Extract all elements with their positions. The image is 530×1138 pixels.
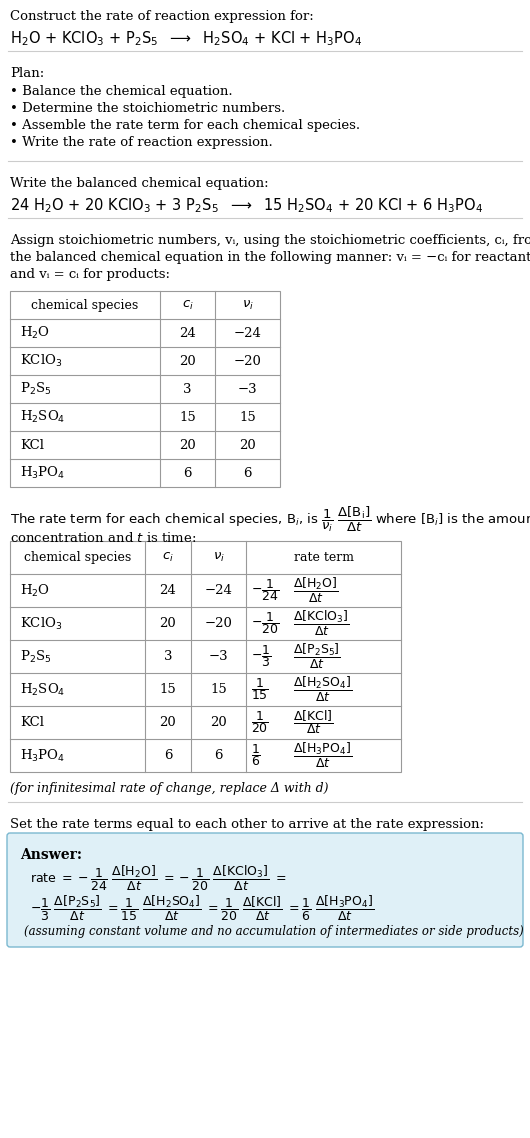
Text: 20: 20 (160, 617, 176, 630)
Text: −3: −3 (237, 382, 257, 396)
Text: $-\dfrac{1}{24}$: $-\dfrac{1}{24}$ (251, 578, 279, 603)
Text: KClO$_3$: KClO$_3$ (20, 616, 63, 632)
Text: 24: 24 (179, 327, 196, 339)
Text: 20: 20 (160, 716, 176, 729)
Text: 6: 6 (164, 749, 172, 762)
Text: Answer:: Answer: (20, 848, 82, 861)
Text: Assign stoichiometric numbers, vᵢ, using the stoichiometric coefficients, cᵢ, fr: Assign stoichiometric numbers, vᵢ, using… (10, 234, 530, 247)
Text: 20: 20 (179, 438, 196, 452)
Text: Construct the rate of reaction expression for:: Construct the rate of reaction expressio… (10, 10, 314, 23)
Text: H$_2$O: H$_2$O (20, 583, 50, 599)
Text: (assuming constant volume and no accumulation of intermediates or side products): (assuming constant volume and no accumul… (24, 925, 524, 939)
Text: the balanced chemical equation in the following manner: vᵢ = −cᵢ for reactants: the balanced chemical equation in the fo… (10, 251, 530, 264)
Text: $\dfrac{1}{15}$: $\dfrac{1}{15}$ (251, 677, 269, 702)
Text: $-\dfrac{1}{3}$ $\dfrac{\Delta[\mathrm{P_2S_5}]}{\Delta t}$ $= \dfrac{1}{15}$ $\: $-\dfrac{1}{3}$ $\dfrac{\Delta[\mathrm{P… (30, 893, 374, 923)
Text: KCl: KCl (20, 438, 44, 452)
Text: $\dfrac{\Delta[\mathrm{H_2SO_4}]}{\Delta t}$: $\dfrac{\Delta[\mathrm{H_2SO_4}]}{\Delta… (293, 675, 352, 704)
Text: H$_3$PO$_4$: H$_3$PO$_4$ (20, 465, 65, 481)
Text: H$_2$SO$_4$: H$_2$SO$_4$ (20, 682, 65, 698)
Text: $\dfrac{1}{6}$: $\dfrac{1}{6}$ (251, 743, 261, 768)
Text: chemical species: chemical species (24, 551, 131, 564)
Text: $c_i$: $c_i$ (162, 551, 174, 564)
Text: KClO$_3$: KClO$_3$ (20, 353, 63, 369)
Text: $\dfrac{\Delta[\mathrm{H_2O}]}{\Delta t}$: $\dfrac{\Delta[\mathrm{H_2O}]}{\Delta t}… (293, 576, 339, 605)
Text: rate term: rate term (294, 551, 354, 564)
Text: Write the balanced chemical equation:: Write the balanced chemical equation: (10, 178, 269, 190)
Text: P$_2$S$_5$: P$_2$S$_5$ (20, 649, 51, 665)
Text: 6: 6 (214, 749, 223, 762)
Text: concentration and $t$ is time:: concentration and $t$ is time: (10, 531, 197, 545)
Text: 15: 15 (239, 411, 256, 423)
Text: • Determine the stoichiometric numbers.: • Determine the stoichiometric numbers. (10, 102, 285, 115)
Text: (for infinitesimal rate of change, replace Δ with d): (for infinitesimal rate of change, repla… (10, 782, 329, 795)
Text: H$_3$PO$_4$: H$_3$PO$_4$ (20, 748, 65, 764)
Text: 24 H$_2$O + 20 KClO$_3$ + 3 P$_2$S$_5$  $\longrightarrow$  15 H$_2$SO$_4$ + 20 K: 24 H$_2$O + 20 KClO$_3$ + 3 P$_2$S$_5$ $… (10, 196, 483, 215)
Text: −24: −24 (205, 584, 233, 597)
Text: 15: 15 (210, 683, 227, 696)
Text: $-\dfrac{1}{3}$: $-\dfrac{1}{3}$ (251, 644, 271, 669)
Text: 24: 24 (160, 584, 176, 597)
Text: 15: 15 (160, 683, 176, 696)
Text: $-\dfrac{1}{20}$: $-\dfrac{1}{20}$ (251, 611, 279, 636)
Text: • Assemble the rate term for each chemical species.: • Assemble the rate term for each chemic… (10, 119, 360, 132)
Text: $\nu_i$: $\nu_i$ (213, 551, 225, 564)
FancyBboxPatch shape (7, 833, 523, 947)
Text: 6: 6 (183, 467, 192, 479)
Text: H$_2$O: H$_2$O (20, 325, 50, 341)
Text: −3: −3 (209, 650, 228, 663)
Text: −24: −24 (234, 327, 261, 339)
Text: chemical species: chemical species (31, 298, 139, 312)
Bar (10, 541, 401, 772)
Text: rate $= -\dfrac{1}{24}$ $\dfrac{\Delta[\mathrm{H_2O}]}{\Delta t}$ $= -\dfrac{1}{: rate $= -\dfrac{1}{24}$ $\dfrac{\Delta[\… (30, 864, 287, 892)
Text: 20: 20 (210, 716, 227, 729)
Text: $\dfrac{\Delta[\mathrm{P_2S_5}]}{\Delta t}$: $\dfrac{\Delta[\mathrm{P_2S_5}]}{\Delta … (293, 642, 341, 671)
Text: $c_i$: $c_i$ (182, 298, 193, 312)
Text: H$_2$O + KClO$_3$ + P$_2$S$_5$  $\longrightarrow$  H$_2$SO$_4$ + KCl + H$_3$PO$_: H$_2$O + KClO$_3$ + P$_2$S$_5$ $\longrig… (10, 28, 363, 48)
Text: 20: 20 (179, 355, 196, 368)
Text: Plan:: Plan: (10, 67, 44, 80)
Text: 3: 3 (183, 382, 192, 396)
Text: 6: 6 (243, 467, 252, 479)
Text: 3: 3 (164, 650, 172, 663)
Text: P$_2$S$_5$: P$_2$S$_5$ (20, 381, 51, 397)
Bar (10, 291, 280, 487)
Text: KCl: KCl (20, 716, 44, 729)
Text: $\dfrac{1}{20}$: $\dfrac{1}{20}$ (251, 710, 269, 735)
Text: $\dfrac{\Delta[\mathrm{KCl}]}{\Delta t}$: $\dfrac{\Delta[\mathrm{KCl}]}{\Delta t}$ (293, 709, 334, 736)
Text: H$_2$SO$_4$: H$_2$SO$_4$ (20, 409, 65, 426)
Text: The rate term for each chemical species, B$_i$, is $\dfrac{1}{\nu_i}$ $\dfrac{\D: The rate term for each chemical species,… (10, 505, 530, 535)
Text: • Write the rate of reaction expression.: • Write the rate of reaction expression. (10, 137, 273, 149)
Text: and vᵢ = cᵢ for products:: and vᵢ = cᵢ for products: (10, 269, 170, 281)
Text: 20: 20 (239, 438, 256, 452)
Text: Set the rate terms equal to each other to arrive at the rate expression:: Set the rate terms equal to each other t… (10, 818, 484, 831)
Text: • Balance the chemical equation.: • Balance the chemical equation. (10, 85, 233, 98)
Text: 15: 15 (179, 411, 196, 423)
Text: −20: −20 (205, 617, 233, 630)
Text: $\dfrac{\Delta[\mathrm{H_3PO_4}]}{\Delta t}$: $\dfrac{\Delta[\mathrm{H_3PO_4}]}{\Delta… (293, 741, 352, 770)
Text: $\dfrac{\Delta[\mathrm{KClO_3}]}{\Delta t}$: $\dfrac{\Delta[\mathrm{KClO_3}]}{\Delta … (293, 609, 350, 638)
Text: −20: −20 (234, 355, 261, 368)
Text: $\nu_i$: $\nu_i$ (242, 298, 253, 312)
